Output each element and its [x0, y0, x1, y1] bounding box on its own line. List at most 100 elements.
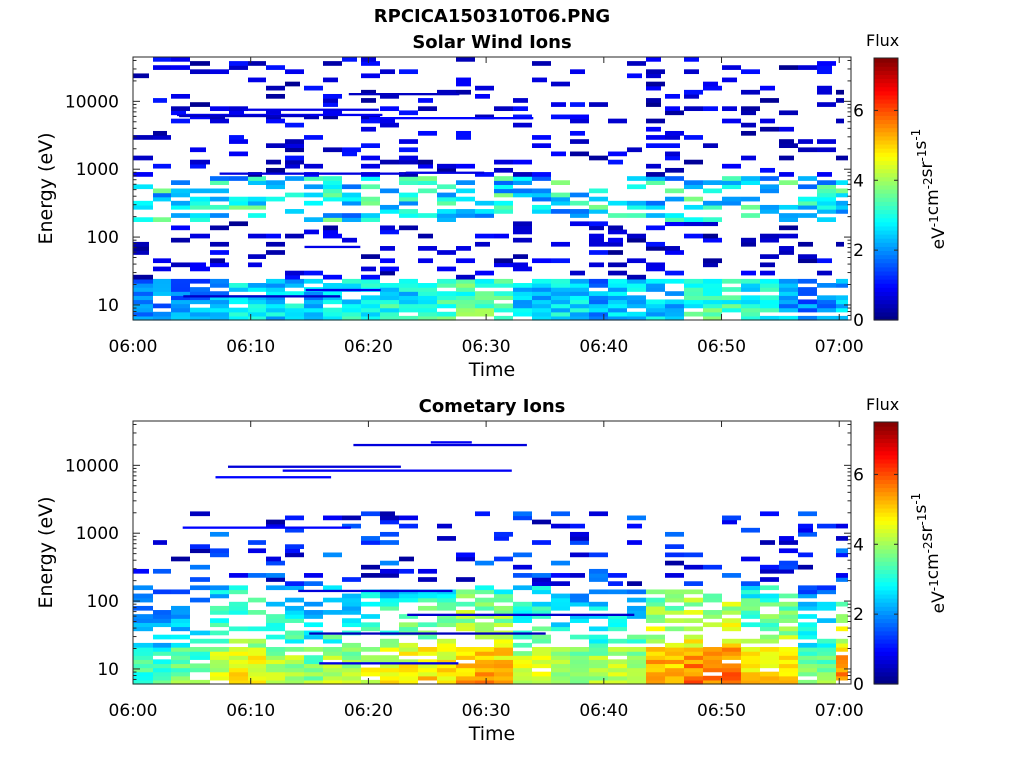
heatmap-cell — [836, 192, 848, 198]
heatmap-cell — [304, 217, 323, 222]
heatmap-cell — [532, 626, 551, 632]
heatmap-cell — [361, 655, 380, 660]
colorbar-swatch — [874, 270, 898, 276]
heatmap-cell — [475, 655, 494, 660]
heatmap-cell — [665, 250, 684, 255]
heatmap-cell — [570, 69, 585, 75]
heatmap-cell — [551, 196, 570, 202]
heatmap-cell — [703, 667, 722, 673]
heatmap-cell — [456, 274, 475, 280]
plot-area — [133, 421, 851, 684]
heatmap-cell — [456, 622, 475, 628]
heatmap-cell — [703, 204, 722, 210]
heatmap-cell — [646, 589, 665, 595]
colorbar-swatch — [874, 74, 898, 80]
heatmap-cell — [836, 618, 848, 623]
heatmap-cell — [779, 65, 798, 70]
heatmap-cell — [798, 663, 817, 669]
x-tick-label: 06:50 — [697, 337, 746, 357]
heatmap-cell — [153, 651, 171, 656]
heatmap-cell — [304, 573, 323, 578]
heatmap-cell — [133, 568, 149, 574]
heatmap-cell — [836, 307, 848, 313]
heatmap-cell — [760, 270, 775, 276]
heatmap-cell — [399, 213, 418, 218]
heatmap-cell — [323, 176, 342, 181]
heatmap-cell — [171, 311, 190, 317]
heatmap-cell — [304, 675, 323, 681]
heatmap-cell — [703, 647, 722, 652]
heatmap-cell — [684, 626, 703, 632]
heatmap-cell — [210, 241, 229, 247]
heatmap-cell — [570, 200, 589, 206]
heatmap-cell — [229, 663, 248, 669]
heatmap-cell — [589, 188, 608, 194]
heatmap-cell — [779, 307, 798, 313]
heatmap-cell — [570, 523, 585, 529]
heatmap-cell — [570, 278, 589, 284]
heatmap-cell — [190, 564, 210, 570]
heatmap-cell — [760, 568, 779, 574]
heatmap-cell — [418, 647, 437, 652]
heatmap-cell — [551, 560, 570, 566]
heatmap-cell — [532, 61, 551, 66]
heatmap-cell — [456, 246, 471, 251]
heatmap-cell — [513, 605, 532, 611]
heatmap-cell — [304, 184, 323, 190]
heatmap-cell — [608, 299, 627, 305]
heatmap-cell — [684, 299, 703, 305]
heatmap-cell — [627, 213, 646, 218]
heatmap-cell — [133, 618, 153, 623]
heatmap-cell — [684, 671, 703, 677]
heatmap-cell — [532, 589, 551, 595]
heatmap-cell — [684, 638, 703, 644]
heatmap-cell — [836, 180, 848, 185]
heatmap-cell — [741, 287, 760, 292]
heatmap-cell — [760, 659, 779, 665]
heatmap-cell — [242, 108, 379, 111]
heatmap-cell — [190, 102, 210, 107]
heatmap-cell — [589, 237, 604, 243]
heatmap-cell — [153, 291, 171, 296]
heatmap-cell — [342, 601, 361, 607]
heatmap-cell — [418, 605, 437, 611]
heatmap-cell — [248, 311, 266, 317]
heatmap-cell — [570, 311, 589, 317]
heatmap-cell — [551, 581, 570, 586]
heatmap-cell — [513, 283, 532, 288]
heatmap-cell — [171, 295, 190, 301]
heatmap-cell — [760, 601, 779, 607]
heatmap-cell — [380, 655, 399, 660]
heatmap-cell — [798, 196, 817, 202]
heatmap-cell — [266, 291, 285, 296]
heatmap-cell — [133, 659, 153, 665]
heatmap-cell — [229, 667, 248, 673]
heatmap-cell — [798, 176, 817, 181]
colorbar-swatch — [874, 242, 898, 247]
heatmap-cell — [380, 287, 399, 292]
heatmap-cell — [513, 511, 532, 517]
heatmap-cell — [323, 634, 342, 640]
heatmap-cell — [380, 270, 395, 276]
heatmap-cell — [494, 614, 513, 619]
heatmap-cell — [266, 663, 285, 669]
heatmap-cell — [248, 287, 266, 292]
heatmap-cell — [741, 196, 760, 202]
heatmap-cell — [665, 573, 684, 578]
heatmap-cell — [551, 573, 570, 578]
heatmap-cell — [323, 651, 342, 656]
colorbar-2-title: Flux — [866, 395, 900, 414]
colorbar-swatch — [874, 315, 898, 321]
heatmap-cell — [494, 671, 513, 677]
heatmap-cell — [229, 221, 248, 227]
heatmap-cell — [323, 110, 342, 116]
heatmap-cell — [665, 221, 684, 227]
heatmap-cell — [418, 246, 437, 251]
heatmap-cell — [513, 552, 532, 558]
heatmap-cell — [437, 655, 456, 660]
heatmap-cell — [153, 311, 171, 317]
heatmap-cell — [418, 597, 437, 603]
heatmap-cell — [589, 605, 608, 611]
heatmap-cell — [608, 675, 627, 681]
heatmap-cell — [722, 667, 741, 673]
